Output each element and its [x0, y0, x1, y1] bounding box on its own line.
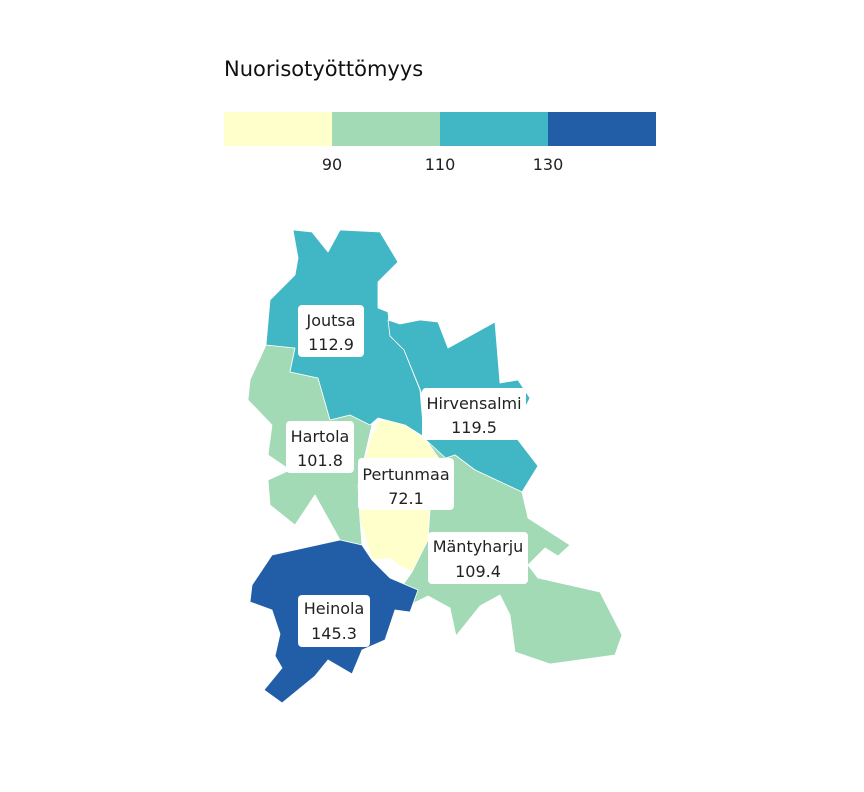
- label-box: [358, 458, 454, 510]
- legend-tick-130: 130: [533, 155, 564, 174]
- legend-swatch-4: [548, 112, 656, 146]
- label-box: [428, 532, 528, 584]
- label-box: [298, 305, 364, 357]
- region-value: 101.8: [297, 451, 343, 470]
- legend-swatch-3: [440, 112, 548, 146]
- region-name: Joutsa: [305, 311, 355, 330]
- region-value: 72.1: [388, 489, 424, 508]
- legend-title: Nuorisotyöttömyys: [224, 57, 423, 81]
- label-hirvensalmi: Hirvensalmi 119.5: [422, 388, 526, 440]
- region-name: Pertunmaa: [362, 465, 449, 484]
- label-pertunmaa: Pertunmaa 72.1: [358, 458, 454, 510]
- legend-swatch-2: [332, 112, 440, 146]
- label-box: [422, 388, 526, 440]
- legend: Nuorisotyöttömyys 90 110 130: [224, 57, 656, 174]
- region-name: Hartola: [291, 427, 350, 446]
- region-value: 112.9: [308, 335, 354, 354]
- region-name: Heinola: [304, 599, 365, 618]
- region-name: Mäntyharju: [433, 537, 524, 556]
- legend-tick-110: 110: [425, 155, 456, 174]
- region-value: 109.4: [455, 562, 501, 581]
- legend-swatch-1: [224, 112, 332, 146]
- label-box: [286, 421, 354, 473]
- region-labels: Joutsa 112.9 Hirvensalmi 119.5 Hartola 1…: [286, 305, 528, 647]
- label-joutsa: Joutsa 112.9: [298, 305, 364, 357]
- region-value: 119.5: [451, 418, 497, 437]
- label-heinola: Heinola 145.3: [298, 595, 370, 647]
- legend-tick-90: 90: [322, 155, 342, 174]
- region-name: Hirvensalmi: [426, 394, 521, 413]
- label-mantyharju: Mäntyharju 109.4: [428, 532, 528, 584]
- label-box: [298, 595, 370, 647]
- label-hartola: Hartola 101.8: [286, 421, 354, 473]
- region-value: 145.3: [311, 624, 357, 643]
